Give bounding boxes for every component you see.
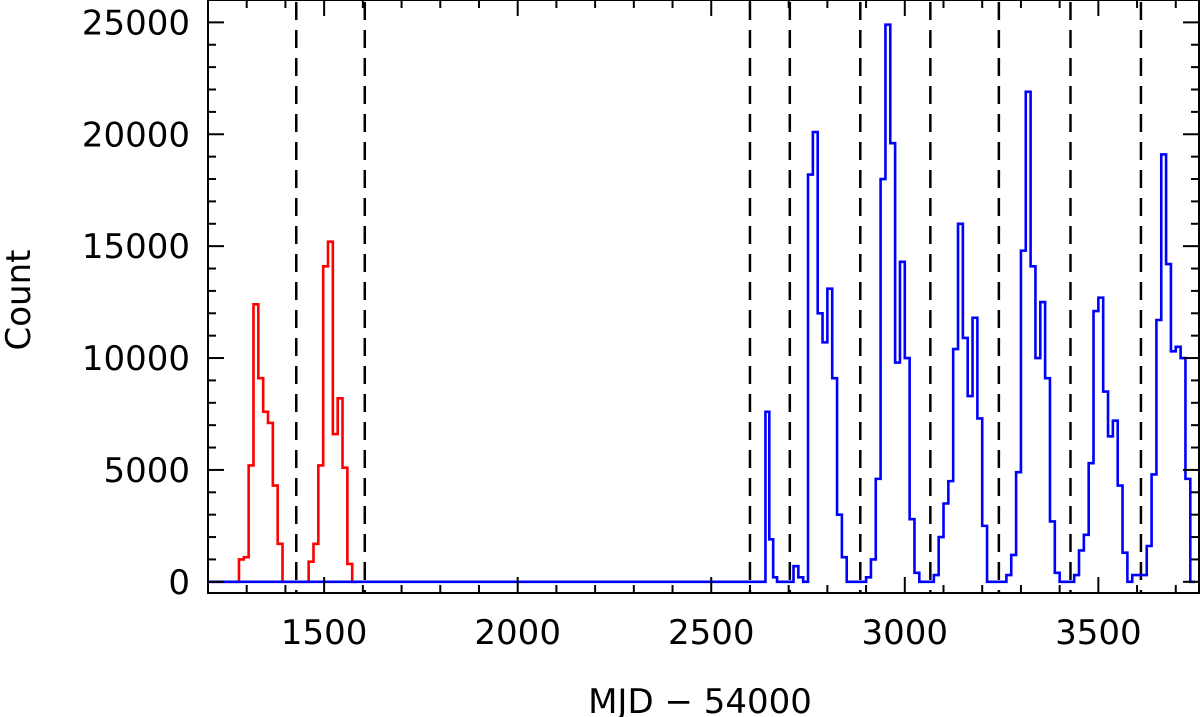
y-tick-label: 25000 (82, 3, 190, 43)
y-tick-label: 0 (168, 563, 190, 603)
x-tick-label: 2000 (474, 613, 561, 653)
x-axis-ticks: 1500 2000 2500 3000 3500 (207, 0, 1177, 653)
x-tick-label: 1500 (281, 613, 368, 653)
x-tick-label: 3000 (862, 613, 949, 653)
series-layer (208, 23, 1196, 584)
series-1-histogram (208, 23, 1196, 584)
y-tick-label: 15000 (82, 227, 190, 267)
series-0-histogram (208, 240, 358, 584)
x-tick-label: 3500 (1055, 613, 1142, 653)
y-tick-label: 10000 (82, 339, 190, 379)
y-axis-label: Count (0, 250, 39, 351)
plot-area-frame (207, 0, 1200, 594)
y-tick-label: 5000 (103, 451, 190, 491)
y-tick-label: 20000 (82, 115, 190, 155)
x-tick-label: 2500 (668, 613, 755, 653)
dashed-separators (295, 2, 1143, 593)
plot-area (207, 0, 1200, 594)
x-axis-label: MJD − 54000 (588, 682, 812, 717)
y-axis-ticks: 0 5000 10000 15000 20000 25000 (82, 3, 1199, 603)
